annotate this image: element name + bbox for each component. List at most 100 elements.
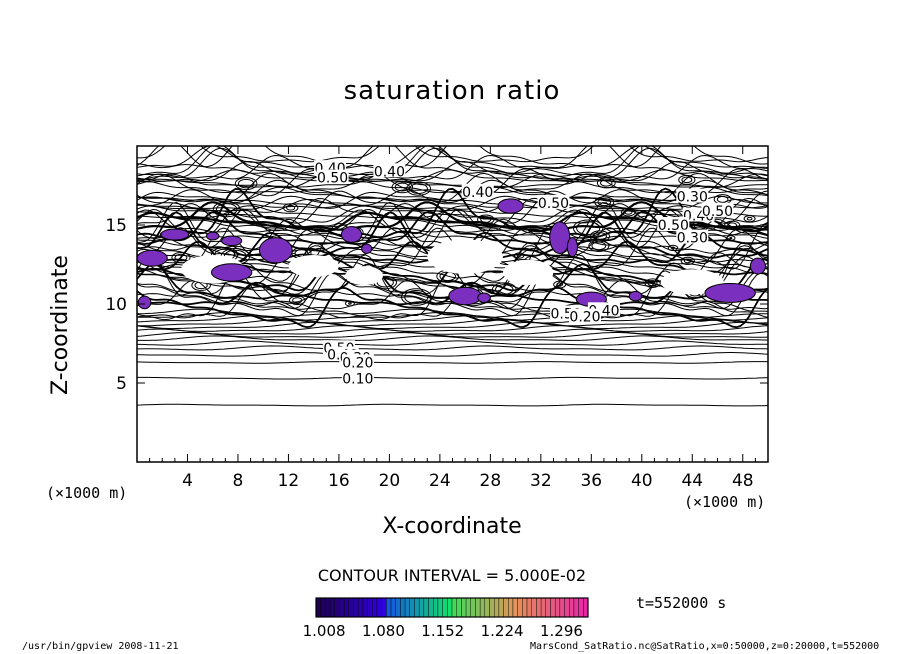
contour-line (137, 173, 768, 194)
colorbar-cell (536, 597, 542, 618)
colorbar-cell (508, 597, 514, 618)
colorbar-cell (418, 597, 425, 618)
contour-line (137, 340, 768, 346)
supersaturated-region (160, 228, 190, 241)
colorbar-cell (475, 597, 481, 618)
contour-eddy (746, 216, 753, 221)
contour-eddy (391, 180, 414, 194)
colorbar-cell (451, 597, 457, 618)
contour-line (137, 190, 768, 224)
colorbar-cell (559, 597, 565, 618)
contour-line (137, 361, 768, 364)
colorbar-cell (358, 597, 364, 618)
contour-line (137, 168, 768, 197)
contour-eddy (477, 214, 495, 225)
contour-line (137, 189, 768, 209)
colorbar-cell (428, 597, 434, 618)
colorbar-cell (447, 597, 453, 618)
contour-eddy (678, 174, 696, 185)
contour-eddy (620, 207, 636, 217)
contour-line (137, 254, 768, 307)
colorbar-cell (315, 597, 321, 618)
supersaturated-region (749, 257, 766, 275)
colorbar-cell (531, 597, 537, 618)
colorbar-tick-label: 1.080 (361, 622, 405, 640)
colorbar-cell (386, 597, 392, 618)
contour-level-label: 0.50 (702, 204, 733, 220)
y-axis-label: Z-coordinate (48, 255, 73, 395)
supersaturated-region (497, 198, 524, 214)
contour-eddy (517, 254, 522, 257)
contour-line (137, 345, 768, 351)
colorbar-cell (433, 597, 439, 618)
supersaturated-region (477, 292, 491, 303)
contour-eddy (344, 300, 355, 307)
contour-eddy (376, 277, 394, 288)
supersaturated-region (205, 231, 220, 241)
contour-eddy (288, 295, 306, 306)
contour-eddy (644, 278, 661, 288)
contour-eddy (594, 196, 615, 208)
colorbar-cell (414, 597, 420, 618)
footer-command: /usr/bin/gpview 2008-11-21 (22, 641, 179, 652)
contour-eddy (572, 219, 604, 237)
contour-line (137, 195, 768, 210)
contour-line (137, 208, 768, 239)
supersaturated-region (704, 282, 756, 303)
colorbar-cell (404, 597, 410, 618)
contour-eddy (215, 203, 238, 216)
contour-line (137, 325, 768, 332)
contour-line (137, 321, 768, 330)
contour-line (137, 146, 768, 177)
colorbar-cell (372, 597, 378, 618)
x-tick-label: 4 (182, 471, 193, 491)
x-axis-label: X-coordinate (382, 514, 522, 539)
colorbar-cell (583, 597, 589, 618)
colorbar-cell (381, 597, 387, 618)
contour-line (137, 331, 768, 338)
contour-line (137, 241, 768, 295)
contour-eddy (683, 258, 692, 264)
contour-level-label: 0.50 (538, 196, 569, 212)
contour-line (137, 146, 768, 163)
contour-eddy (680, 256, 695, 266)
contour-line (137, 205, 768, 218)
contour-eddy (647, 280, 658, 287)
contour-eddy (600, 179, 613, 187)
colorbar-cell (489, 597, 495, 618)
contour-eddy (406, 181, 432, 196)
x-tick-label: 44 (681, 471, 703, 491)
supersaturated-region (361, 243, 373, 254)
colorbar-cell (320, 597, 326, 618)
colorbar-cell (522, 597, 528, 618)
supersaturated-region (258, 237, 293, 264)
colorbar-frame (315, 597, 589, 618)
colorbar-cell (390, 597, 396, 618)
contour-level-label: 0.20 (569, 310, 600, 326)
contour-line (137, 403, 768, 407)
contour-eddy (729, 236, 733, 240)
colorbar-cell (423, 597, 429, 618)
colorbar-cell (545, 597, 551, 618)
contour-eddy (553, 280, 567, 289)
colorbar-cell (503, 597, 509, 618)
colorbar-cell (461, 597, 467, 618)
x-tick-label: 32 (530, 471, 552, 491)
contour-eddy (491, 282, 517, 297)
supersaturated-region (549, 221, 571, 254)
colorbar-cell (494, 597, 500, 618)
colorbar-cell (353, 597, 359, 618)
colorbar-cell (498, 597, 504, 618)
unsaturated-patch (427, 239, 503, 274)
colorbar-cell (325, 597, 331, 618)
colorbar-cell (470, 597, 476, 618)
contour-eddy (394, 182, 410, 192)
chart-title: saturation ratio (343, 76, 561, 106)
footer-source: MarsCond_SatRatio.nc@SatRatio,x=0:50000,… (530, 641, 880, 652)
colorbar-cell (554, 597, 561, 618)
contour-interval-label: CONTOUR INTERVAL = 5.000E-02 (317, 566, 587, 585)
contour-eddy (556, 282, 564, 287)
supersaturated-region (340, 226, 363, 243)
colorbar-tick-label: 1.152 (421, 622, 465, 640)
